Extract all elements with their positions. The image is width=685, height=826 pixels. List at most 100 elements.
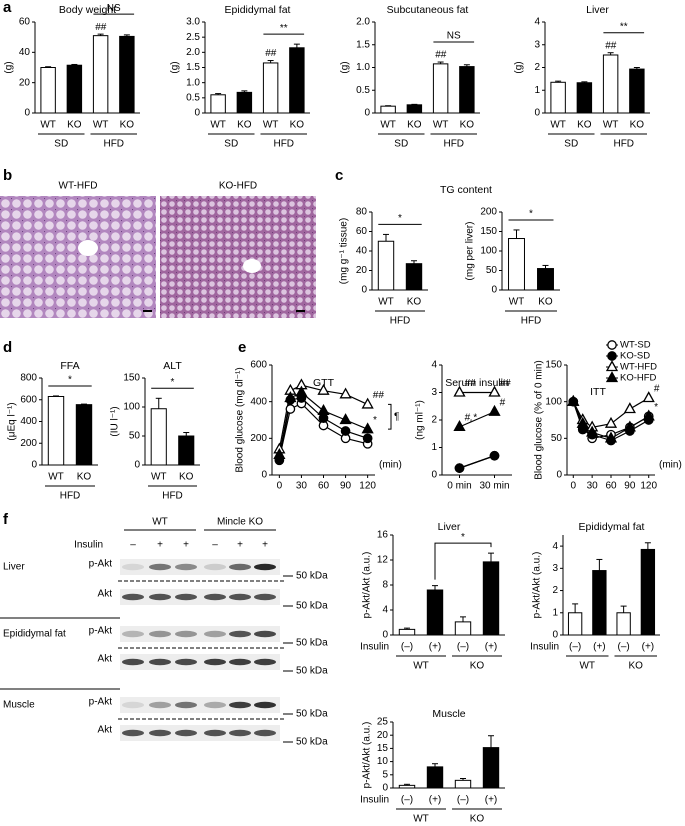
x-tick-label: (–) (569, 642, 581, 653)
x-tick-label: (+) (485, 795, 498, 806)
bar (567, 612, 583, 636)
y-axis-label: p-Akt/Akt (a.u.) (362, 552, 373, 619)
x-tick-label: KO (407, 297, 422, 308)
blot-group: WT (152, 517, 168, 528)
group-label: WT (579, 661, 595, 672)
y-tick-label: 20 (356, 265, 368, 276)
point-label: ## (465, 378, 477, 389)
band-label: p-Akt (89, 697, 113, 708)
y-tick-label: 2 (534, 62, 540, 73)
y-tick-label: 0 (534, 108, 540, 119)
y-tick-label: 1 (552, 607, 558, 618)
x-tick-label: WT (433, 120, 449, 131)
y-tick-label: 2.5 (186, 32, 200, 43)
x-tick-label: (–) (401, 795, 413, 806)
y-tick-label: 0 (261, 470, 267, 481)
legend-marker (607, 351, 617, 361)
blot-band (204, 593, 226, 601)
blot-strip (120, 654, 280, 670)
x-tick-label: 30 min (479, 481, 509, 492)
y-tick-label: 80 (356, 207, 368, 218)
x-tick-label: KO (538, 297, 553, 308)
x-tick-label: 0 (277, 481, 283, 492)
blot-band (204, 729, 226, 737)
y-axis-label: (g) (170, 61, 181, 73)
y-axis-label: p-Akt/Akt (a.u.) (532, 552, 543, 619)
y-tick-label: 50 (129, 431, 141, 442)
group-label: SD (564, 139, 578, 150)
blot-band (229, 630, 251, 638)
point (642, 409, 655, 421)
blot-band (175, 630, 197, 638)
y-tick-label: 600 (20, 394, 37, 405)
legend-marker (605, 360, 619, 372)
y-tick-label: 12 (377, 555, 389, 566)
bar (380, 105, 396, 114)
blot-band (254, 593, 276, 601)
bar (482, 561, 500, 636)
y-axis-label: (IU l⁻¹) (110, 406, 121, 436)
blot-band (254, 658, 276, 666)
blot-band (149, 630, 171, 638)
x-tick-label: (–) (401, 642, 413, 653)
insulin-sign: – (130, 540, 136, 551)
y-tick-label: 20 (19, 77, 31, 88)
blot-strip (120, 626, 280, 642)
chart-title: FFA (60, 360, 79, 372)
point (604, 431, 618, 443)
x-tick-label: KO (67, 120, 82, 131)
insulin-sign: + (157, 540, 163, 551)
insulin-sign: + (262, 540, 268, 551)
blot-band (149, 658, 171, 666)
blot-band (204, 701, 226, 709)
bar (537, 268, 554, 291)
marker-label: 50 kDa (296, 601, 328, 612)
y-tick-label: 25 (377, 717, 389, 728)
y-axis-label: (ng ml⁻¹) (415, 400, 426, 440)
y-tick-label: 0 (382, 630, 388, 641)
y-tick-label: 0 (491, 285, 497, 296)
marker-label: 50 kDa (296, 709, 328, 720)
point (340, 426, 351, 436)
blot-group: Mincle KO (217, 517, 263, 528)
x-tick-label: WT (48, 472, 64, 483)
y-tick-label: 150 (480, 226, 497, 237)
chart-title: ALT (163, 360, 182, 372)
chart-title: Epididymal fat (579, 521, 645, 533)
bar (236, 91, 253, 114)
y-tick-label: 0 (364, 108, 370, 119)
blot-band (254, 563, 276, 571)
bracket-label: * (68, 375, 72, 386)
x-tick-label: 60 (605, 481, 617, 492)
y-tick-label: 15 (377, 743, 389, 754)
blot-band (229, 729, 251, 737)
x-tick-label: KO (237, 120, 252, 131)
point (317, 403, 330, 415)
chart-title: Serum insulin (445, 377, 509, 389)
x-tick-label: 0 (571, 481, 577, 492)
x-tick-label: (–) (457, 642, 469, 653)
blot-band (204, 658, 226, 666)
x-tick-label: WT (380, 120, 396, 131)
y-tick-label: 50 (486, 265, 498, 276)
blot-band (229, 658, 251, 666)
bracket-label: * (398, 213, 402, 224)
blot-band (175, 563, 197, 571)
chart-title: Muscle (432, 708, 465, 720)
bar (426, 589, 444, 636)
group-label: SD (394, 139, 408, 150)
blot-band (229, 593, 251, 601)
blot-band (149, 729, 171, 737)
y-tick-label: 0 (31, 460, 37, 471)
bar (75, 404, 93, 466)
chart-title: Body weight (59, 4, 116, 16)
point (453, 385, 466, 397)
blot-band (122, 729, 144, 737)
y-tick-label: 2.0 (356, 17, 370, 28)
y-tick-label: 10 (377, 756, 389, 767)
bar (377, 240, 395, 291)
y-tick-label: 3 (431, 387, 437, 398)
blot-strip (120, 697, 280, 713)
y-tick-label: 400 (20, 416, 37, 427)
y-tick-label: 8 (382, 580, 388, 591)
